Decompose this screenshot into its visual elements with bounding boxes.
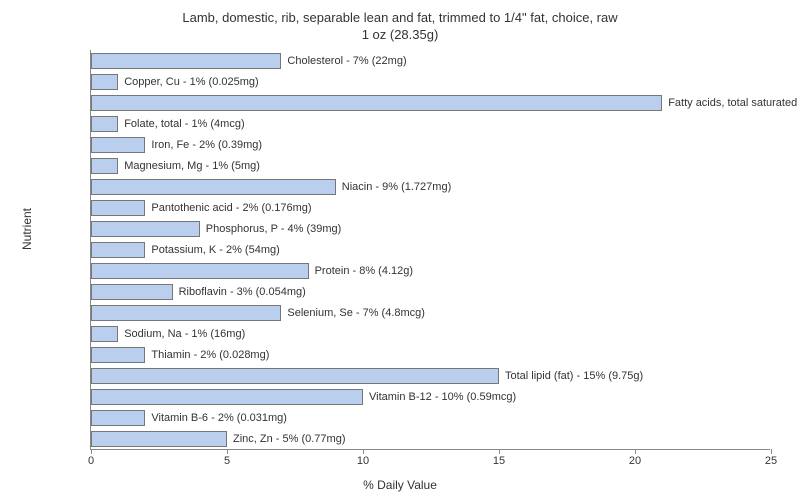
nutrient-bar bbox=[91, 305, 281, 321]
nutrient-bar bbox=[91, 53, 281, 69]
nutrient-bar-label: Pantothenic acid - 2% (0.176mg) bbox=[151, 200, 311, 216]
x-axis-label: % Daily Value bbox=[363, 478, 437, 492]
nutrient-bar-label: Potassium, K - 2% (54mg) bbox=[151, 242, 279, 258]
x-tick-mark bbox=[499, 449, 500, 454]
nutrient-bar bbox=[91, 242, 145, 258]
x-tick-mark bbox=[363, 449, 364, 454]
x-tick-label: 5 bbox=[224, 455, 230, 467]
x-tick-label: 0 bbox=[88, 455, 94, 467]
nutrient-bar bbox=[91, 284, 173, 300]
nutrient-bar-label: Fatty acids, total saturated - 21% (4.29… bbox=[668, 95, 800, 111]
nutrient-bar bbox=[91, 116, 118, 132]
nutrient-bar-label: Phosphorus, P - 4% (39mg) bbox=[206, 221, 342, 237]
nutrient-bar bbox=[91, 326, 118, 342]
nutrient-bar bbox=[91, 179, 336, 195]
nutrient-bar bbox=[91, 410, 145, 426]
nutrient-bar-label: Sodium, Na - 1% (16mg) bbox=[124, 326, 245, 342]
nutrient-bar bbox=[91, 347, 145, 363]
nutrient-bar-label: Riboflavin - 3% (0.054mg) bbox=[179, 284, 306, 300]
nutrient-bar bbox=[91, 221, 200, 237]
nutrient-bar bbox=[91, 200, 145, 216]
x-tick-mark bbox=[771, 449, 772, 454]
nutrient-bar bbox=[91, 95, 662, 111]
nutrient-bar-label: Copper, Cu - 1% (0.025mg) bbox=[124, 74, 259, 90]
nutrient-bar-label: Protein - 8% (4.12g) bbox=[315, 263, 413, 279]
nutrient-bar bbox=[91, 389, 363, 405]
x-tick-label: 15 bbox=[493, 455, 505, 467]
nutrient-bar bbox=[91, 137, 145, 153]
nutrient-bar-label: Cholesterol - 7% (22mg) bbox=[287, 53, 406, 69]
nutrient-bar-label: Vitamin B-6 - 2% (0.031mg) bbox=[151, 410, 287, 426]
nutrient-bar-label: Total lipid (fat) - 15% (9.75g) bbox=[505, 368, 643, 384]
nutrient-bar-label: Niacin - 9% (1.727mg) bbox=[342, 179, 451, 195]
nutrient-bar bbox=[91, 263, 309, 279]
x-tick-mark bbox=[635, 449, 636, 454]
x-tick-mark bbox=[227, 449, 228, 454]
nutrient-bar-label: Iron, Fe - 2% (0.39mg) bbox=[151, 137, 262, 153]
x-tick-label: 10 bbox=[357, 455, 369, 467]
x-tick-label: 20 bbox=[629, 455, 641, 467]
nutrient-bar-label: Vitamin B-12 - 10% (0.59mcg) bbox=[369, 389, 516, 405]
nutrient-bar bbox=[91, 158, 118, 174]
chart-container: Lamb, domestic, rib, separable lean and … bbox=[0, 0, 800, 500]
y-axis-label: Nutrient bbox=[20, 208, 34, 250]
nutrient-bar-label: Zinc, Zn - 5% (0.77mg) bbox=[233, 431, 345, 447]
nutrient-bar bbox=[91, 74, 118, 90]
title-line-1: Lamb, domestic, rib, separable lean and … bbox=[0, 10, 800, 27]
nutrient-bar-label: Magnesium, Mg - 1% (5mg) bbox=[124, 158, 260, 174]
x-tick-mark bbox=[91, 449, 92, 454]
x-tick-label: 25 bbox=[765, 455, 777, 467]
nutrient-bar bbox=[91, 368, 499, 384]
nutrient-bar-label: Folate, total - 1% (4mcg) bbox=[124, 116, 244, 132]
nutrient-bar-label: Selenium, Se - 7% (4.8mcg) bbox=[287, 305, 425, 321]
plot-area: Cholesterol - 7% (22mg) Copper, Cu - 1% (… bbox=[90, 50, 770, 450]
chart-title: Lamb, domestic, rib, separable lean and … bbox=[0, 0, 800, 44]
title-line-2: 1 oz (28.35g) bbox=[0, 27, 800, 44]
nutrient-bar-label: Thiamin - 2% (0.028mg) bbox=[151, 347, 269, 363]
nutrient-bar bbox=[91, 431, 227, 447]
